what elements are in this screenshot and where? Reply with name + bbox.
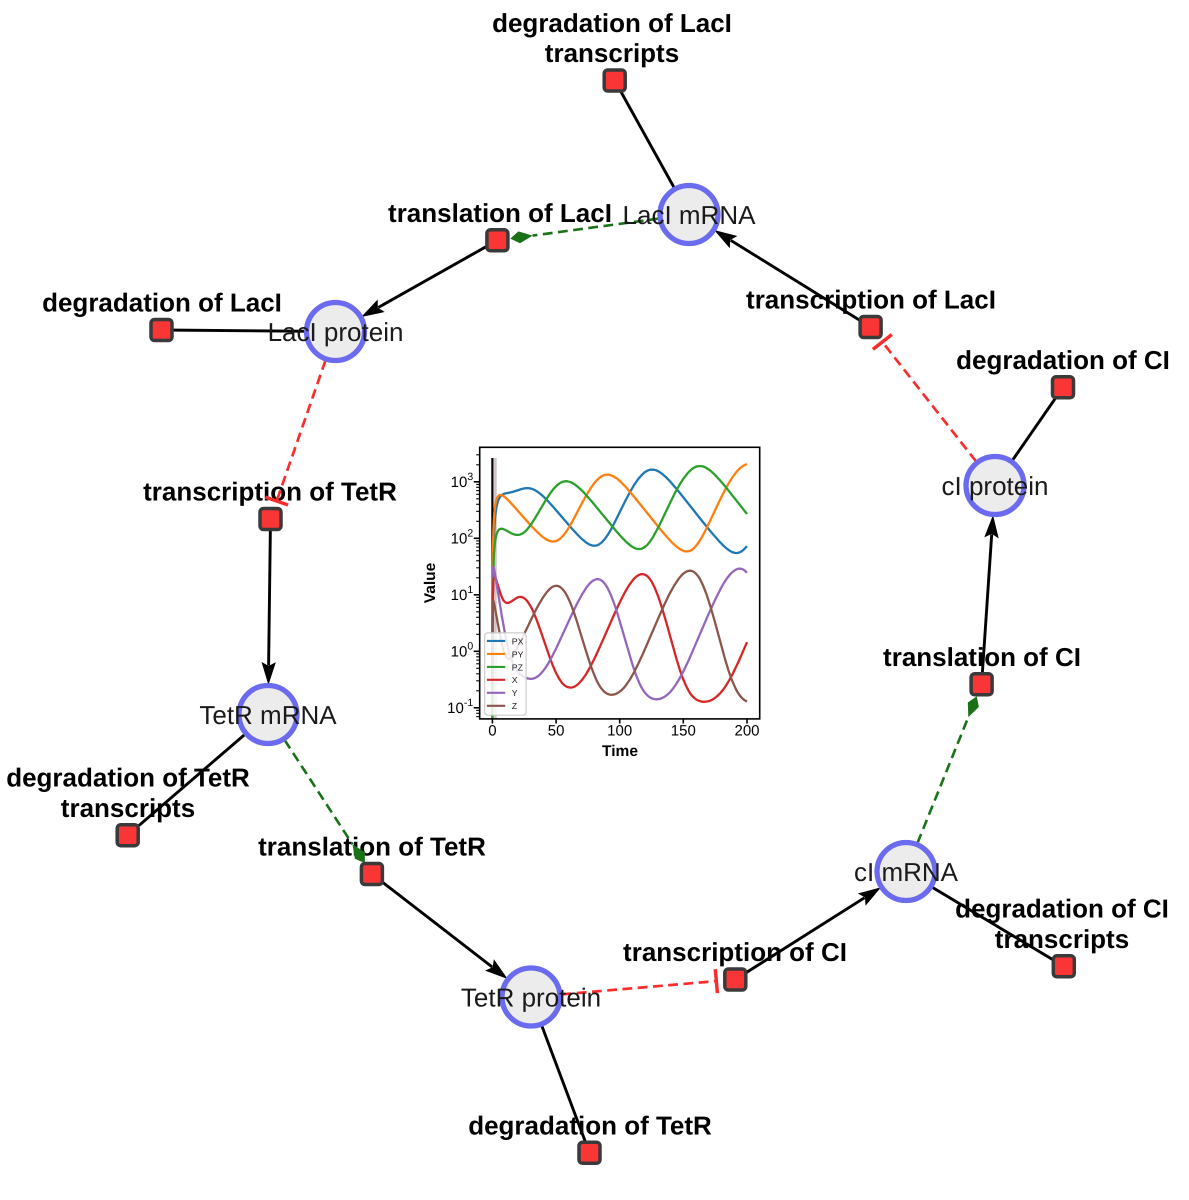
svg-text:PZ: PZ <box>512 662 524 672</box>
svg-text:cI mRNA: cI mRNA <box>854 857 959 887</box>
svg-text:transcripts: transcripts <box>995 924 1129 954</box>
svg-text:TetR protein: TetR protein <box>461 983 601 1013</box>
svg-text:100: 100 <box>607 723 632 740</box>
svg-text:transcripts: transcripts <box>545 38 679 68</box>
svg-text:LacI mRNA: LacI mRNA <box>623 200 757 230</box>
svg-text:transcription of LacI: transcription of LacI <box>746 285 996 315</box>
svg-text:150: 150 <box>671 723 696 740</box>
svg-text:degradation of TetR: degradation of TetR <box>6 763 250 793</box>
svg-text:Y: Y <box>512 688 518 698</box>
svg-text:translation of TetR: translation of TetR <box>258 832 486 862</box>
svg-text:cI protein: cI protein <box>942 471 1049 501</box>
svg-text:degradation of LacI: degradation of LacI <box>492 8 732 38</box>
svg-text:200: 200 <box>734 723 759 740</box>
svg-text:transcription of TetR: transcription of TetR <box>143 477 397 507</box>
svg-text:0: 0 <box>488 723 496 740</box>
svg-text:PY: PY <box>512 649 524 659</box>
svg-text:degradation of LacI: degradation of LacI <box>42 288 282 318</box>
svg-text:PX: PX <box>512 636 524 646</box>
svg-text:translation of LacI: translation of LacI <box>388 198 612 228</box>
svg-text:LacI protein: LacI protein <box>268 317 404 347</box>
svg-text:transcription of CI: transcription of CI <box>623 937 847 967</box>
svg-text:X: X <box>512 675 518 685</box>
svg-text:Time: Time <box>602 743 638 760</box>
svg-text:degradation of CI: degradation of CI <box>955 894 1169 924</box>
svg-text:50: 50 <box>548 723 565 740</box>
svg-text:Value: Value <box>422 562 439 603</box>
svg-text:degradation of CI: degradation of CI <box>956 345 1170 375</box>
svg-text:TetR mRNA: TetR mRNA <box>199 700 337 730</box>
svg-text:transcripts: transcripts <box>61 793 195 823</box>
svg-text:Z: Z <box>512 701 518 711</box>
svg-text:degradation of TetR: degradation of TetR <box>468 1111 712 1141</box>
